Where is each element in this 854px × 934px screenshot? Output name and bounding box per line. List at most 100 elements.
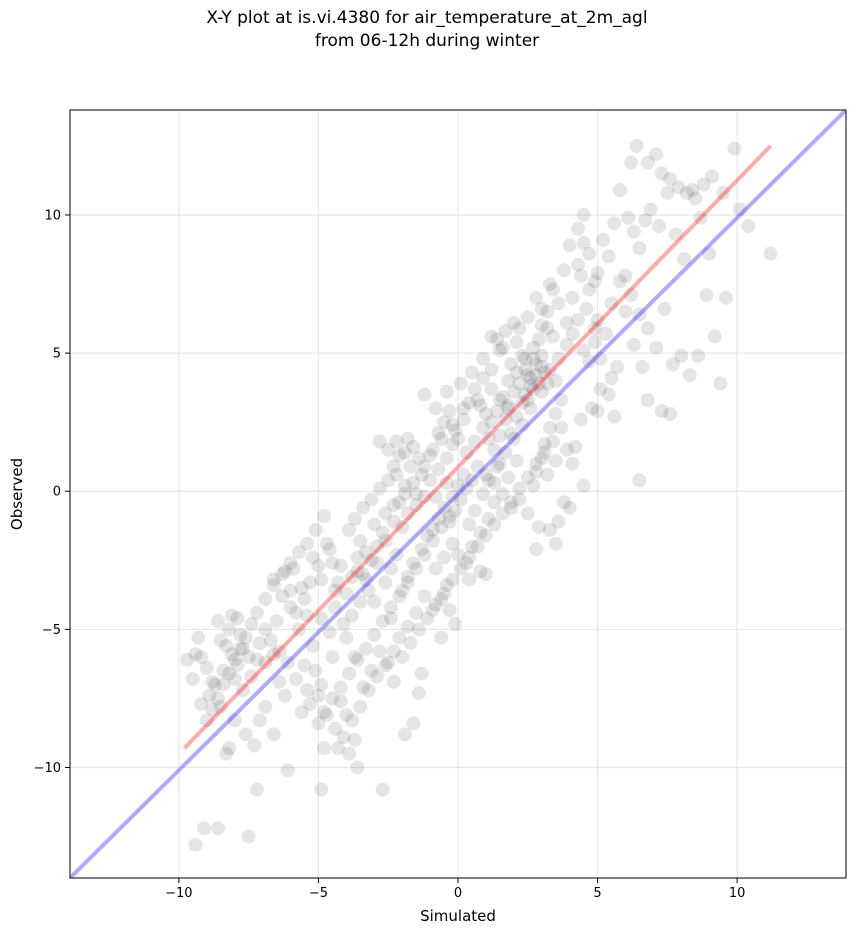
data-point (476, 370, 491, 385)
data-point (601, 387, 616, 402)
data-point (353, 533, 368, 548)
points-group (180, 138, 778, 852)
data-point (562, 238, 577, 253)
data-point (540, 304, 555, 319)
data-point (476, 487, 491, 501)
data-point (657, 301, 672, 316)
data-point (317, 741, 332, 756)
data-point (325, 556, 340, 571)
data-point (188, 837, 203, 852)
x-tick-label: 10 (729, 886, 746, 901)
x-tick-label: 0 (454, 886, 462, 901)
data-point (350, 760, 365, 775)
data-point (431, 426, 446, 441)
data-point (587, 274, 602, 289)
data-point (741, 219, 756, 234)
data-point (314, 572, 329, 587)
data-point (515, 395, 530, 410)
data-point (531, 332, 546, 347)
data-point (448, 423, 463, 438)
data-point (319, 708, 334, 723)
data-point (227, 652, 242, 667)
data-point (289, 605, 304, 620)
data-point (448, 503, 463, 518)
data-point (643, 202, 658, 217)
data-point (523, 401, 538, 416)
data-point (702, 246, 717, 261)
data-point (534, 318, 549, 333)
data-point (445, 489, 460, 504)
data-point (317, 509, 332, 524)
data-point (442, 404, 457, 419)
data-point (311, 716, 326, 731)
data-point (543, 420, 558, 435)
data-point (289, 672, 304, 687)
data-point (224, 647, 239, 662)
data-point (266, 578, 281, 593)
data-point (294, 580, 309, 595)
data-point (328, 583, 343, 598)
data-point (381, 442, 396, 457)
data-point (467, 382, 482, 397)
data-point (520, 470, 535, 485)
data-point (208, 677, 223, 692)
data-point (389, 547, 404, 562)
data-point (397, 727, 412, 742)
data-point (582, 354, 597, 369)
data-point (384, 600, 399, 615)
data-point (358, 641, 373, 656)
data-point (222, 622, 237, 637)
data-point (411, 685, 426, 700)
data-point (336, 730, 351, 745)
data-point (222, 666, 237, 681)
data-point (531, 520, 546, 535)
data-point (283, 583, 298, 598)
data-point (339, 630, 354, 645)
data-point (425, 522, 440, 537)
data-point (624, 288, 639, 303)
data-point (732, 202, 747, 217)
data-point (677, 252, 692, 267)
data-point (537, 445, 552, 460)
data-point (640, 321, 655, 336)
data-point (492, 393, 507, 408)
data-point (400, 619, 415, 634)
data-point (356, 500, 371, 515)
data-point (473, 398, 488, 413)
data-point (649, 147, 664, 162)
data-point (414, 467, 429, 482)
data-point (537, 437, 552, 452)
data-point (490, 459, 505, 474)
data-point (476, 420, 491, 435)
data-point (213, 633, 228, 648)
data-point (716, 185, 731, 200)
fit-line (183, 144, 773, 750)
data-point (277, 688, 292, 703)
data-point (624, 155, 639, 170)
data-point (423, 473, 438, 488)
data-point (501, 401, 516, 416)
data-point (342, 746, 357, 761)
data-point (663, 406, 678, 421)
data-point (562, 500, 577, 515)
data-point (598, 326, 613, 341)
data-point (185, 672, 200, 687)
data-point (386, 644, 401, 659)
data-point (596, 232, 611, 247)
data-point (618, 304, 633, 319)
data-point (322, 625, 337, 640)
data-point (409, 498, 424, 513)
data-point (367, 517, 382, 532)
data-point (501, 470, 516, 485)
data-point (269, 614, 284, 629)
data-point (635, 359, 650, 374)
data-point (727, 141, 742, 156)
data-point (397, 478, 412, 493)
data-point (294, 705, 309, 720)
data-point (434, 520, 449, 535)
data-point (467, 434, 482, 449)
data-point (417, 489, 432, 504)
data-point (364, 663, 379, 678)
data-point (604, 370, 619, 385)
data-point (481, 431, 496, 446)
